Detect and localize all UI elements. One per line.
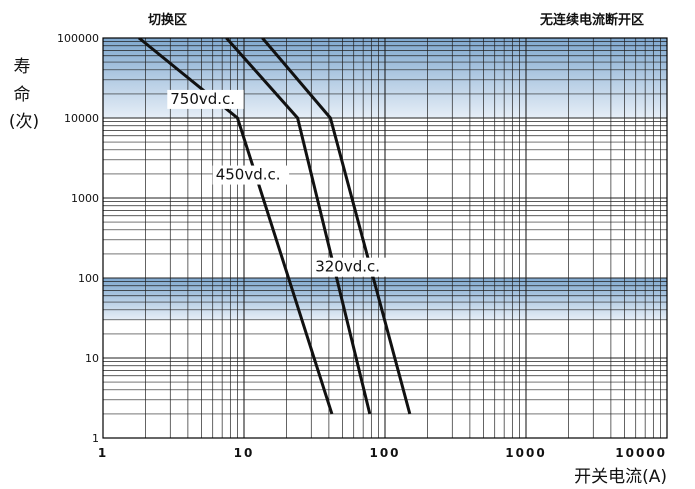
- life-curves: [138, 38, 412, 415]
- series-line: [138, 38, 334, 415]
- series-label: 750vd.c.: [170, 90, 235, 108]
- y-tick-label: 1: [92, 432, 99, 445]
- x-tick-label: 10000: [615, 446, 667, 460]
- series-label-background: [312, 257, 389, 277]
- region-label-no-continuous-current: 无连续电流断开区: [539, 12, 644, 28]
- y-tick-label: 1000: [71, 192, 99, 205]
- y-tick-label: 10000: [64, 112, 99, 125]
- x-tick-label: 1: [98, 446, 108, 460]
- x-tick-label: 10: [234, 446, 255, 460]
- series-label: 320vd.c.: [315, 258, 380, 276]
- y-axis-label-line-1: 寿: [14, 57, 31, 77]
- y-tick-label: 100: [78, 272, 99, 285]
- y-axis-label-line-3: (次): [9, 112, 39, 132]
- x-tick-labels: 1 10 100 1000 10000: [98, 446, 667, 460]
- series-label: 450vd.c.: [216, 166, 281, 184]
- x-tick-label: 1000: [505, 446, 546, 460]
- y-axis-label-line-2: 命: [14, 85, 31, 105]
- series-label-background: [212, 165, 290, 185]
- series-label-background: [167, 89, 244, 109]
- x-axis-label: 开关电流(A): [574, 467, 667, 487]
- x-tick-label: 100: [369, 446, 400, 460]
- y-tick-label: 10: [85, 352, 99, 365]
- series-labels: 750vd.c. 450vd.c. 320vd.c.: [167, 89, 389, 277]
- y-tick-labels: 1 10 100 1000 10000 100000: [57, 32, 99, 445]
- plot-frame: [102, 37, 668, 439]
- y-tick-label: 100000: [57, 32, 99, 45]
- region-label-switching: 切换区: [148, 12, 187, 28]
- series-line: [261, 38, 412, 415]
- series-line: [225, 38, 372, 415]
